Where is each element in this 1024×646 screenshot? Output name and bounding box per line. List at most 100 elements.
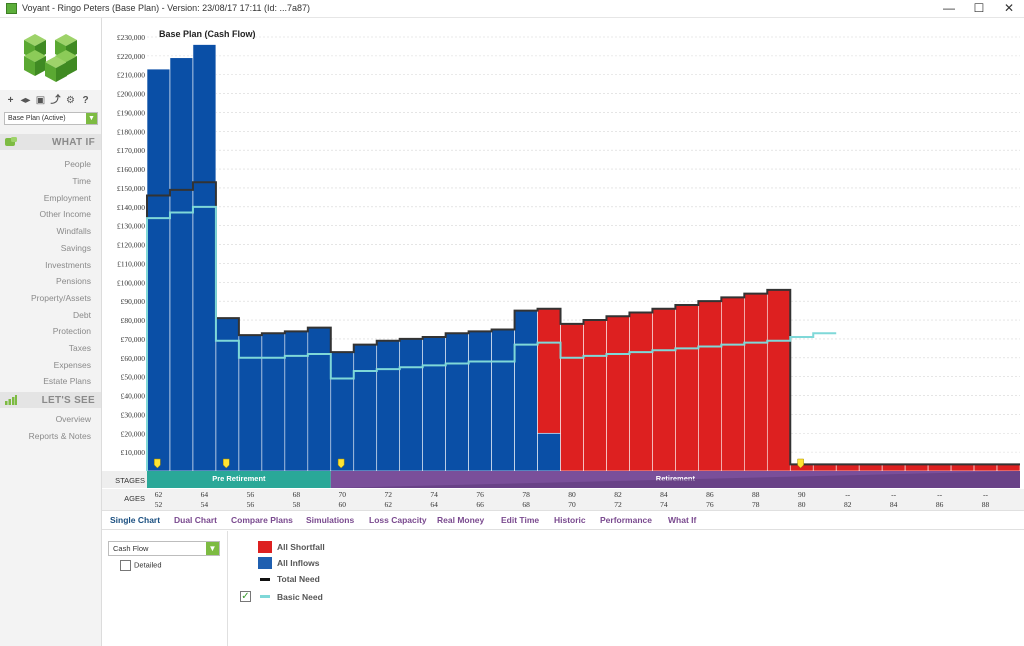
- lets-see-header[interactable]: LET'S SEE: [0, 392, 101, 408]
- age-label-top: 68: [293, 490, 301, 499]
- inflow-bar: [169, 57, 194, 472]
- age-label-top: --: [891, 490, 896, 499]
- save-icon[interactable]: ▣: [35, 95, 46, 106]
- sidebar-item-expenses[interactable]: Expenses: [53, 360, 91, 370]
- sidebar-item-protection[interactable]: Protection: [52, 326, 91, 336]
- age-label-top: 82: [614, 490, 622, 499]
- legend-total-need-label: Total Need: [277, 574, 320, 584]
- total-need-swatch: [260, 578, 270, 581]
- sidebar-item-time[interactable]: Time: [72, 176, 91, 186]
- app-logo-icon: [6, 3, 17, 14]
- close-button[interactable]: ✕: [1003, 1, 1015, 15]
- tab-historic[interactable]: Historic: [554, 515, 586, 525]
- detailed-checkbox[interactable]: Detailed: [120, 560, 162, 571]
- shortfall-bar: [675, 304, 699, 472]
- add-icon[interactable]: +: [7, 95, 14, 106]
- age-label-top: 62: [155, 490, 163, 499]
- sidebar-item-estate-plans[interactable]: Estate Plans: [43, 376, 91, 386]
- help-icon[interactable]: ?: [82, 95, 89, 106]
- tab-single-chart[interactable]: Single Chart: [110, 515, 161, 525]
- age-label-bottom: 68: [522, 500, 530, 509]
- series-select[interactable]: Cash Flow ▼: [108, 541, 220, 556]
- tab-loss-capacity[interactable]: Loss Capacity: [369, 515, 427, 525]
- ages-label: AGES: [124, 494, 145, 503]
- y-tick-label: £100,000: [117, 278, 145, 287]
- sidebar-item-overview[interactable]: Overview: [55, 414, 91, 424]
- plan-select[interactable]: Base Plan (Active) ▼: [4, 112, 98, 125]
- sidebar-item-windfalls[interactable]: Windfalls: [56, 226, 91, 236]
- what-if-label: WHAT IF: [51, 137, 95, 148]
- age-label-top: --: [983, 490, 988, 499]
- sidebar-item-debt[interactable]: Debt: [73, 310, 91, 320]
- sidebar-item-employment[interactable]: Employment: [43, 193, 91, 203]
- age-label-bottom: 58: [293, 500, 301, 509]
- what-if-header[interactable]: WHAT IF: [0, 134, 101, 150]
- sidebar-item-property-assets[interactable]: Property/Assets: [31, 293, 91, 303]
- inflow-bar: [307, 327, 332, 472]
- inflow-bar: [376, 340, 401, 472]
- inflows-swatch: [258, 557, 272, 569]
- inflow-bar: [537, 432, 561, 472]
- chevron-down-icon: ▼: [86, 113, 97, 124]
- minimize-button[interactable]: —: [943, 1, 955, 15]
- y-tick-label: £150,000: [117, 184, 145, 193]
- stages-label: STAGES: [115, 476, 145, 485]
- age-label-bottom: 60: [339, 500, 347, 509]
- y-tick-label: £20,000: [121, 429, 146, 438]
- shortfall-bar: [652, 308, 676, 472]
- chart-options-panel: Cash Flow ▼ Detailed All Shortfall All I…: [102, 531, 1024, 646]
- tab-dual-chart[interactable]: Dual Chart: [174, 515, 217, 525]
- age-label-bottom: 56: [247, 500, 255, 509]
- y-tick-label: £70,000: [121, 335, 146, 344]
- age-label-bottom: 84: [890, 500, 898, 509]
- basic-need-checkbox[interactable]: ✓: [240, 591, 251, 602]
- tab-performance[interactable]: Performance: [600, 515, 652, 525]
- y-tick-label: £10,000: [121, 448, 146, 457]
- tab-real-money[interactable]: Real Money: [437, 515, 485, 525]
- age-label-top: --: [845, 490, 850, 499]
- export-icon[interactable]: ⤴: [50, 95, 61, 106]
- gear-icon[interactable]: ⚙: [66, 95, 75, 106]
- shortfall-bar: [583, 319, 607, 472]
- shortfall-bar: [560, 323, 584, 472]
- tab-what-if[interactable]: What If: [668, 515, 697, 525]
- ages-row-bg: [102, 489, 1024, 510]
- tab-edit-time[interactable]: Edit Time: [501, 515, 540, 525]
- timeline-marker-icon: [154, 458, 161, 469]
- inflow-bar: [399, 338, 423, 472]
- sidebar-item-other-income[interactable]: Other Income: [39, 209, 92, 219]
- y-tick-label: £190,000: [117, 108, 145, 117]
- inflow-bar: [261, 332, 286, 472]
- shortfall-swatch: [258, 541, 272, 553]
- y-tick-label: £40,000: [121, 392, 146, 401]
- sidebar-item-investments[interactable]: Investments: [45, 260, 91, 270]
- shortfall-bar: [744, 293, 768, 472]
- sidebar-item-savings[interactable]: Savings: [60, 243, 91, 253]
- logo: [0, 18, 101, 90]
- inflow-bar: [284, 331, 309, 472]
- age-label-bottom: 88: [982, 500, 990, 509]
- inflow-bar: [445, 332, 469, 472]
- inflow-bar: [353, 344, 378, 472]
- series-select-value: Cash Flow: [113, 544, 149, 553]
- title-bar: Voyant - Ringo Peters (Base Plan) - Vers…: [0, 0, 1024, 18]
- sidebar-item-pensions[interactable]: Pensions: [56, 276, 91, 286]
- maximize-button[interactable]: ☐: [973, 1, 985, 15]
- y-tick-label: £210,000: [117, 71, 145, 80]
- legend-inflows-label: All Inflows: [277, 558, 320, 568]
- plan-select-value: Base Plan (Active): [8, 115, 66, 122]
- inflow-bar: [238, 334, 263, 472]
- age-label-bottom: 74: [660, 500, 668, 509]
- shortfall-bar: [721, 297, 745, 472]
- shortfall-bar: [606, 315, 630, 472]
- sidebar-item-people[interactable]: People: [64, 159, 91, 169]
- sidebar-item-taxes[interactable]: Taxes: [68, 343, 91, 353]
- y-tick-label: £30,000: [121, 410, 146, 419]
- tab-simulations[interactable]: Simulations: [306, 515, 355, 525]
- compare-icon[interactable]: ◂▸: [20, 95, 31, 106]
- inflow-bar: [422, 336, 446, 472]
- age-label-top: 64: [201, 490, 209, 499]
- cash-flow-chart[interactable]: £10,000 £20,000 £30,000 £40,000 £50,000 £60,0…: [102, 18, 1024, 510]
- sidebar-item-reports-notes[interactable]: Reports & Notes: [28, 431, 91, 441]
- tab-compare-plans[interactable]: Compare Plans: [231, 515, 293, 525]
